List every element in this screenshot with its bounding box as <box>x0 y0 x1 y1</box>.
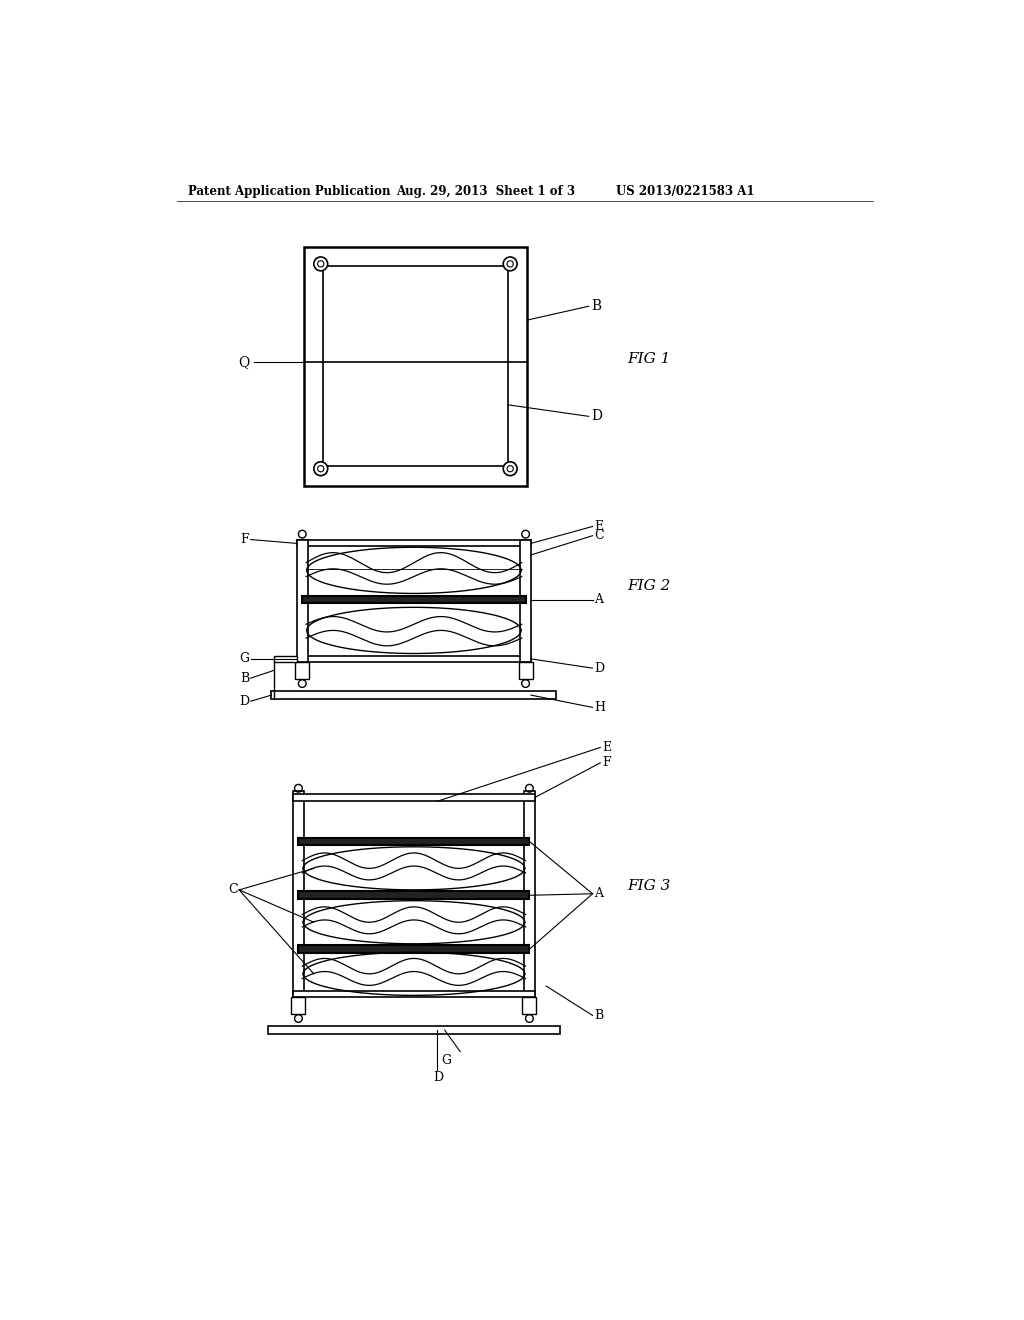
Bar <box>292 997 305 1014</box>
Text: Aug. 29, 2013  Sheet 1 of 3: Aug. 29, 2013 Sheet 1 of 3 <box>396 185 575 198</box>
Text: C: C <box>228 883 238 896</box>
Circle shape <box>503 462 517 475</box>
Bar <box>297 540 307 663</box>
Text: F: F <box>241 533 249 546</box>
Bar <box>298 945 529 953</box>
Circle shape <box>313 462 328 475</box>
Bar <box>271 692 556 700</box>
Bar <box>298 891 529 899</box>
Bar <box>304 247 527 486</box>
Text: D: D <box>594 661 604 675</box>
Text: H: H <box>594 701 605 714</box>
Bar <box>298 838 529 845</box>
Bar <box>297 540 531 546</box>
Bar <box>520 540 531 663</box>
Text: Q: Q <box>239 355 250 370</box>
Text: D: D <box>239 694 249 708</box>
Bar <box>295 663 309 678</box>
Bar <box>522 997 537 1014</box>
Circle shape <box>317 261 324 267</box>
Circle shape <box>507 466 513 471</box>
Bar <box>293 792 304 1001</box>
Text: B: B <box>240 672 249 685</box>
Bar <box>293 991 535 997</box>
Text: E: E <box>594 520 603 533</box>
Circle shape <box>313 257 328 271</box>
Text: Patent Application Publication: Patent Application Publication <box>188 185 391 198</box>
Circle shape <box>317 466 324 471</box>
Text: B: B <box>594 1008 603 1022</box>
Text: FIG 2: FIG 2 <box>628 578 671 593</box>
Text: B: B <box>591 300 601 313</box>
Bar <box>297 656 531 663</box>
Text: FIG 3: FIG 3 <box>628 879 671 894</box>
Text: C: C <box>594 529 604 543</box>
Text: FIG 1: FIG 1 <box>628 351 671 366</box>
Bar <box>267 1026 560 1034</box>
Bar <box>273 656 297 663</box>
Bar <box>518 663 532 678</box>
Text: G: G <box>441 1055 451 1068</box>
Text: D: D <box>433 1072 443 1084</box>
Bar <box>323 267 508 466</box>
Text: US 2013/0221583 A1: US 2013/0221583 A1 <box>615 185 754 198</box>
Text: F: F <box>602 756 610 770</box>
Text: G: G <box>240 652 249 665</box>
Text: A: A <box>594 593 603 606</box>
Text: D: D <box>591 409 602 424</box>
Text: A: A <box>594 887 603 900</box>
Circle shape <box>507 261 513 267</box>
Text: E: E <box>602 741 611 754</box>
Bar <box>524 792 535 1001</box>
Bar <box>293 795 535 800</box>
Bar <box>302 595 525 603</box>
Circle shape <box>503 257 517 271</box>
